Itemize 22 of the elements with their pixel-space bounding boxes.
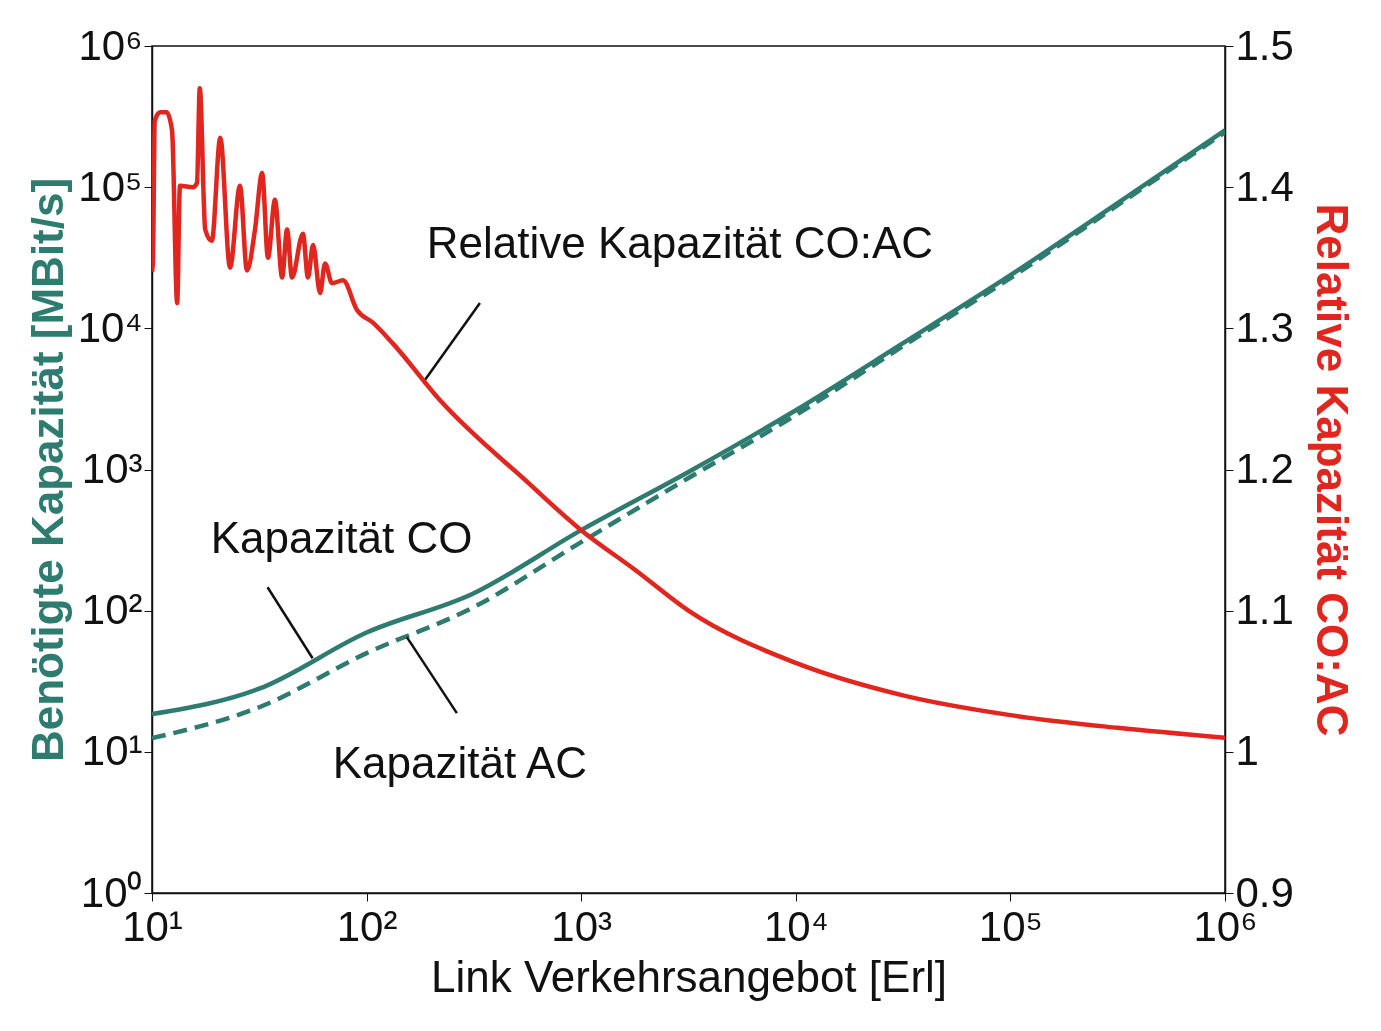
y2-tick-label: 1.3 [1235, 303, 1294, 351]
y-tick-label: 10⁶ [78, 21, 143, 69]
y-tick-label: 10⁴ [77, 303, 143, 351]
y2-tick-label: 1.2 [1235, 445, 1294, 492]
x-tick-label: 10⁴ [763, 902, 829, 950]
y-tick-label: 10² [81, 586, 143, 634]
y2-tick-label: 1 [1235, 727, 1259, 775]
y-tick-label: 10¹ [81, 727, 143, 775]
x-tick-label: 10⁵ [978, 902, 1043, 950]
y2-tick-label: 1.5 [1235, 21, 1294, 69]
annotation: Kapazität AC [332, 738, 588, 788]
annotation: Kapazität CO [210, 513, 473, 563]
x-tick-label: 10² [336, 902, 398, 950]
y2-axis-title: Relative Kapazität CO:AC [1307, 203, 1357, 737]
y-tick-label: 10⁵ [78, 162, 143, 210]
y-axis-title: Benötigte Kapazität [MBit/s] [22, 177, 72, 763]
y2-tick-label: 1.4 [1235, 162, 1294, 210]
x-axis-title: Link Verkehrsangebot [Erl] [430, 951, 948, 1001]
x-tick-label: 10³ [551, 902, 613, 950]
y2-tick-label: 1.1 [1235, 586, 1294, 634]
annotation: Relative Kapazität CO:AC [426, 218, 934, 268]
y-tick-label: 10³ [81, 445, 143, 492]
